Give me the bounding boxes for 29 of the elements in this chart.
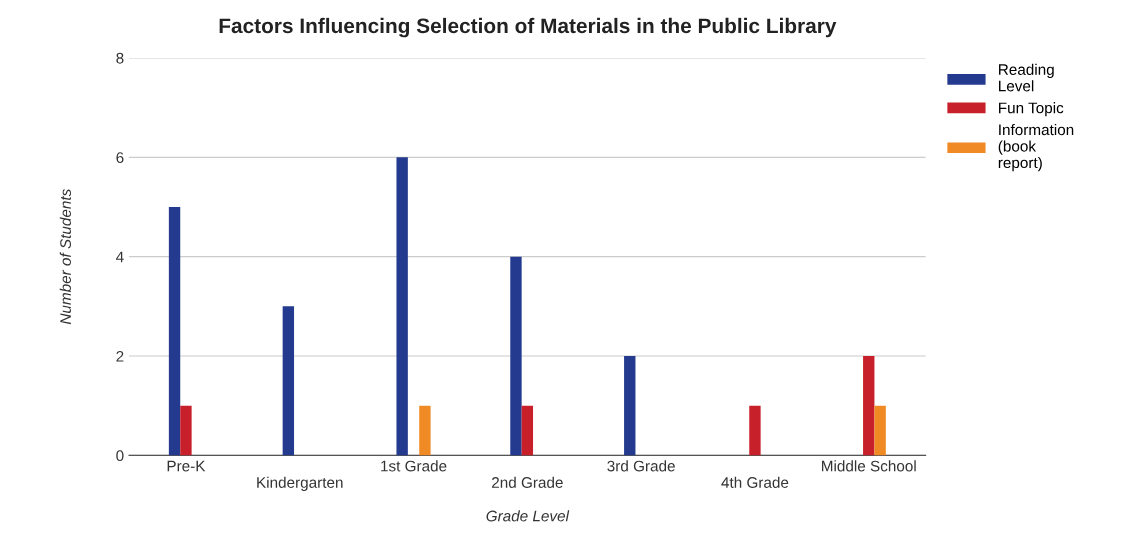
x-tick-label: 4th Grade xyxy=(721,476,789,488)
legend-label: Fun Topic xyxy=(999,102,1064,117)
bar xyxy=(282,306,295,456)
legend-label: Reading Level xyxy=(999,63,1054,92)
bar xyxy=(624,356,636,456)
y-tick-label: 6 xyxy=(116,152,124,164)
bar xyxy=(521,405,534,456)
chart-title: Factors Influencing Selection of Materials in the Public Library xyxy=(219,17,837,38)
x-tick-label: 1st Grade xyxy=(381,460,447,472)
bar xyxy=(180,405,192,456)
bar xyxy=(510,256,522,456)
y-tick-label: 0 xyxy=(116,450,124,462)
bar xyxy=(168,207,181,456)
y-tick-label: 8 xyxy=(116,52,124,64)
x-axis-title: Grade Level xyxy=(486,510,570,522)
bar xyxy=(419,405,431,456)
x-tick-label: 3rd Grade xyxy=(607,460,675,472)
bar xyxy=(874,405,886,456)
bar xyxy=(863,356,875,456)
bar xyxy=(749,405,761,456)
bar xyxy=(396,157,408,456)
x-tick-label: 2nd Grade xyxy=(492,476,563,488)
x-tick-label: Pre-K xyxy=(167,460,206,472)
y-tick-label: 2 xyxy=(116,350,124,362)
y-axis-title: Number of Students xyxy=(59,189,71,325)
legend-label: Information (book report) xyxy=(998,123,1074,172)
y-tick-label: 4 xyxy=(116,251,124,263)
x-tick-label: Middle School xyxy=(822,460,916,472)
x-tick-label: Kindergarten xyxy=(257,476,343,491)
